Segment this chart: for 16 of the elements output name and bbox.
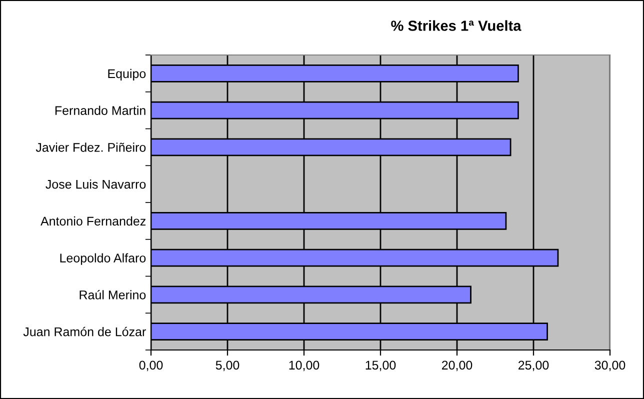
x-tick-label: 10,00	[289, 360, 320, 372]
y-tick-label: Antonio Fernandez	[40, 216, 146, 226]
x-tick-label: 15,00	[366, 360, 396, 372]
y-tick-label: Jose Luis Navarro	[46, 180, 146, 189]
y-tick-label: Juan Ramón de Lózar	[23, 326, 146, 336]
y-tick-label: Fernando Martin	[55, 106, 146, 115]
y-tick-label: Equipo	[108, 68, 146, 81]
x-tick-label: 5,00	[216, 360, 240, 372]
x-tick-label: 20,00	[442, 360, 472, 372]
x-tick-label: 0,00	[139, 360, 163, 372]
y-tick-label: Javier Fdez. Piñeiro	[36, 142, 146, 152]
y-tick-label: Leopoldo Alfaro	[60, 253, 146, 265]
x-tick-label: 25,00	[518, 360, 549, 372]
chart-title: % Strikes 1ª Vuelta	[391, 20, 522, 31]
x-tick-label: 30,00	[594, 360, 626, 372]
y-tick-label: Raúl Merino	[80, 290, 146, 300]
